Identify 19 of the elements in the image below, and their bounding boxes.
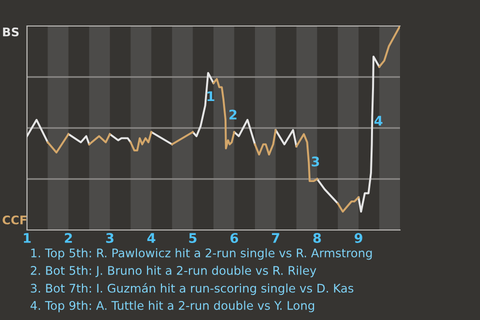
text: 1. Top 5th: R. Pawlowicz hit a 2-run single vs R. Armstrong: [31, 248, 372, 260]
x-tick-label: 5: [189, 233, 196, 243]
x-tick-label: 7: [272, 233, 280, 243]
text: 3. Bot 7th: I. Guzmán hit a run-scoring single vs D. Kas: [30, 283, 354, 295]
x-tick-label: 1: [24, 233, 31, 243]
x-tick-label: 8: [313, 233, 321, 243]
annotation: 3: [312, 156, 319, 167]
x-tick-label: 9: [354, 233, 362, 243]
x-tick-label: 4: [147, 233, 156, 243]
text: 2. Bot 5th: J. Bruno hit a 2-run double vs R. Riley: [30, 266, 316, 278]
text: CCF: [2, 215, 26, 224]
x-tick-label: 3: [106, 233, 114, 243]
x-tick-label: 6: [230, 233, 238, 243]
annotation: 1: [207, 91, 214, 102]
text: 4. Top 9th: A. Tuttle hit a 2-run double vs Y. Long: [30, 300, 314, 312]
annotation: 2: [229, 110, 236, 120]
annotation: 4: [374, 116, 382, 126]
text: BS: [3, 27, 19, 36]
x-tick-label: 2: [64, 233, 72, 243]
